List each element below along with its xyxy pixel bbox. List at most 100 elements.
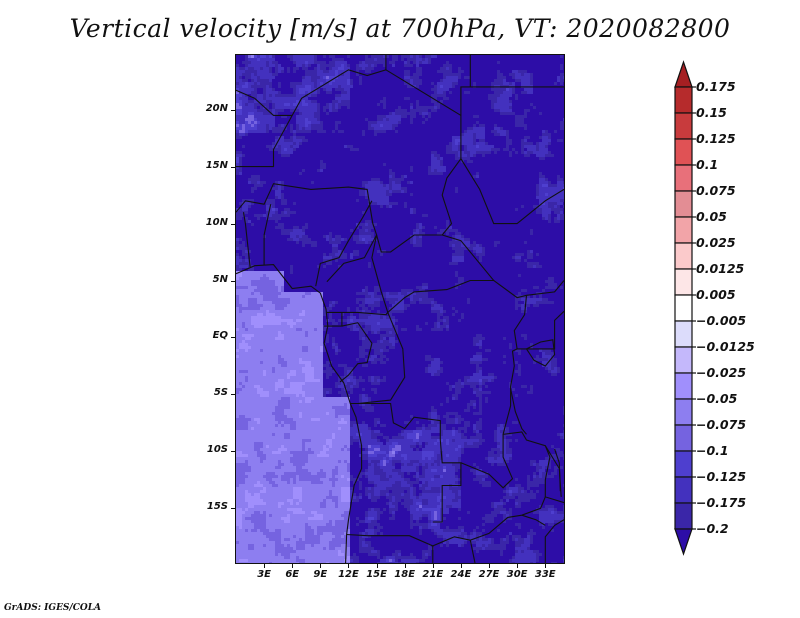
lon-tick-label: 15E <box>366 569 387 580</box>
grads-credit: GrADS: IGES/COLA <box>4 603 102 613</box>
chart-title: Vertical velocity [m/s] at 700hPa, VT: 2… <box>69 14 731 43</box>
border-line <box>469 540 476 563</box>
border-line <box>350 402 462 523</box>
border-line <box>469 55 564 88</box>
colorbar-swatch <box>674 86 693 114</box>
border-line <box>442 234 564 299</box>
border-line <box>517 310 564 350</box>
lat-tick <box>231 508 236 510</box>
lat-tick <box>231 109 236 111</box>
colorbar-label: 0.1 <box>696 157 719 172</box>
lon-tick-label: 24E <box>450 569 472 580</box>
colorbar-label: −0.125 <box>696 469 747 484</box>
lat-tick-label: 15S <box>206 501 228 513</box>
lon-tick <box>404 563 406 568</box>
lon-tick <box>460 563 462 568</box>
lat-tick <box>231 394 236 396</box>
velocity-field-heatmap <box>236 55 564 563</box>
colorbar-label: 0.175 <box>696 79 736 94</box>
border-line <box>510 388 527 435</box>
lon-tick <box>348 563 350 568</box>
country-borders <box>236 55 564 563</box>
colorbar-swatch <box>674 372 693 400</box>
border-line <box>236 69 462 253</box>
border-line <box>526 339 556 367</box>
colorbar-label: 0.0125 <box>696 261 745 276</box>
border-line <box>242 212 251 267</box>
colorbar-swatch <box>674 424 693 452</box>
lon-tick-label: 27E <box>478 569 500 580</box>
colorbar-swatch <box>674 346 693 374</box>
border-line <box>236 264 363 563</box>
border-line <box>346 496 564 547</box>
lat-tick-label: 10S <box>206 444 228 456</box>
border-line <box>315 200 373 287</box>
colorbar-label: 0.075 <box>696 183 736 198</box>
lon-tick <box>320 563 322 568</box>
colorbar-swatch <box>674 320 693 348</box>
lat-tick-label: 20N <box>205 102 228 114</box>
lon-tick <box>545 563 547 568</box>
colorbar-swatch <box>674 450 693 478</box>
border-line <box>324 312 343 327</box>
lat-tick <box>231 280 236 282</box>
colorbar-extend-min <box>674 528 693 556</box>
colorbar <box>674 60 696 556</box>
border-line <box>544 445 562 497</box>
lon-tick <box>292 563 294 568</box>
lon-tick <box>432 563 434 568</box>
lon-tick-label: 30E <box>506 569 528 580</box>
border-line <box>502 295 528 435</box>
border-line <box>460 158 564 225</box>
colorbar-label: −0.05 <box>696 391 738 406</box>
lon-tick-label: 33E <box>534 569 556 580</box>
colorbar-swatch <box>674 216 693 244</box>
border-line <box>263 204 272 265</box>
colorbar-label: −0.075 <box>696 417 747 432</box>
lon-tick <box>376 563 378 568</box>
colorbar-label: 0.05 <box>696 209 727 224</box>
colorbar-label: −0.175 <box>696 495 747 510</box>
lat-tick <box>231 223 236 225</box>
border-line <box>521 514 546 526</box>
colorbar-swatch <box>674 294 693 322</box>
colorbar-label: 0.125 <box>696 131 736 146</box>
colorbar-swatch <box>674 190 693 218</box>
lat-tick <box>231 451 236 453</box>
colorbar-label: −0.025 <box>696 365 747 380</box>
border-line <box>460 431 551 497</box>
map-plot-area <box>236 55 564 563</box>
border-line <box>554 448 561 492</box>
lat-tick <box>231 166 236 168</box>
lat-tick-label: EQ <box>212 330 228 342</box>
colorbar-label: 0.025 <box>696 235 736 250</box>
border-line <box>544 519 564 563</box>
colorbar-swatch <box>674 242 693 270</box>
colorbar-swatch <box>674 138 693 166</box>
lat-tick-label: 5S <box>213 387 228 399</box>
colorbar-label: 0.15 <box>696 105 727 120</box>
colorbar-swatch <box>674 398 693 426</box>
colorbar-label: 0.005 <box>696 287 736 302</box>
border-line <box>350 312 406 405</box>
colorbar-swatch <box>674 164 693 192</box>
colorbar-extend-max <box>674 60 693 88</box>
lon-tick <box>517 563 519 568</box>
border-line <box>339 322 373 383</box>
colorbar-label: −0.2 <box>696 521 729 536</box>
colorbar-swatch <box>674 502 693 530</box>
colorbar-label: −0.0125 <box>696 339 755 354</box>
lat-tick-label: 10N <box>205 216 228 228</box>
lon-tick <box>264 563 266 568</box>
lat-tick-label: 15N <box>205 159 228 171</box>
lat-tick-label: 5N <box>212 273 228 285</box>
colorbar-swatch <box>674 476 693 504</box>
border-line <box>326 311 389 316</box>
lon-tick-label: 9E <box>313 569 328 580</box>
lon-tick <box>489 563 491 568</box>
colorbar-swatch <box>674 112 693 140</box>
border-line <box>236 89 293 116</box>
lon-tick-label: 21E <box>422 569 444 580</box>
border-line <box>236 183 378 283</box>
colorbar-swatch <box>674 268 693 296</box>
